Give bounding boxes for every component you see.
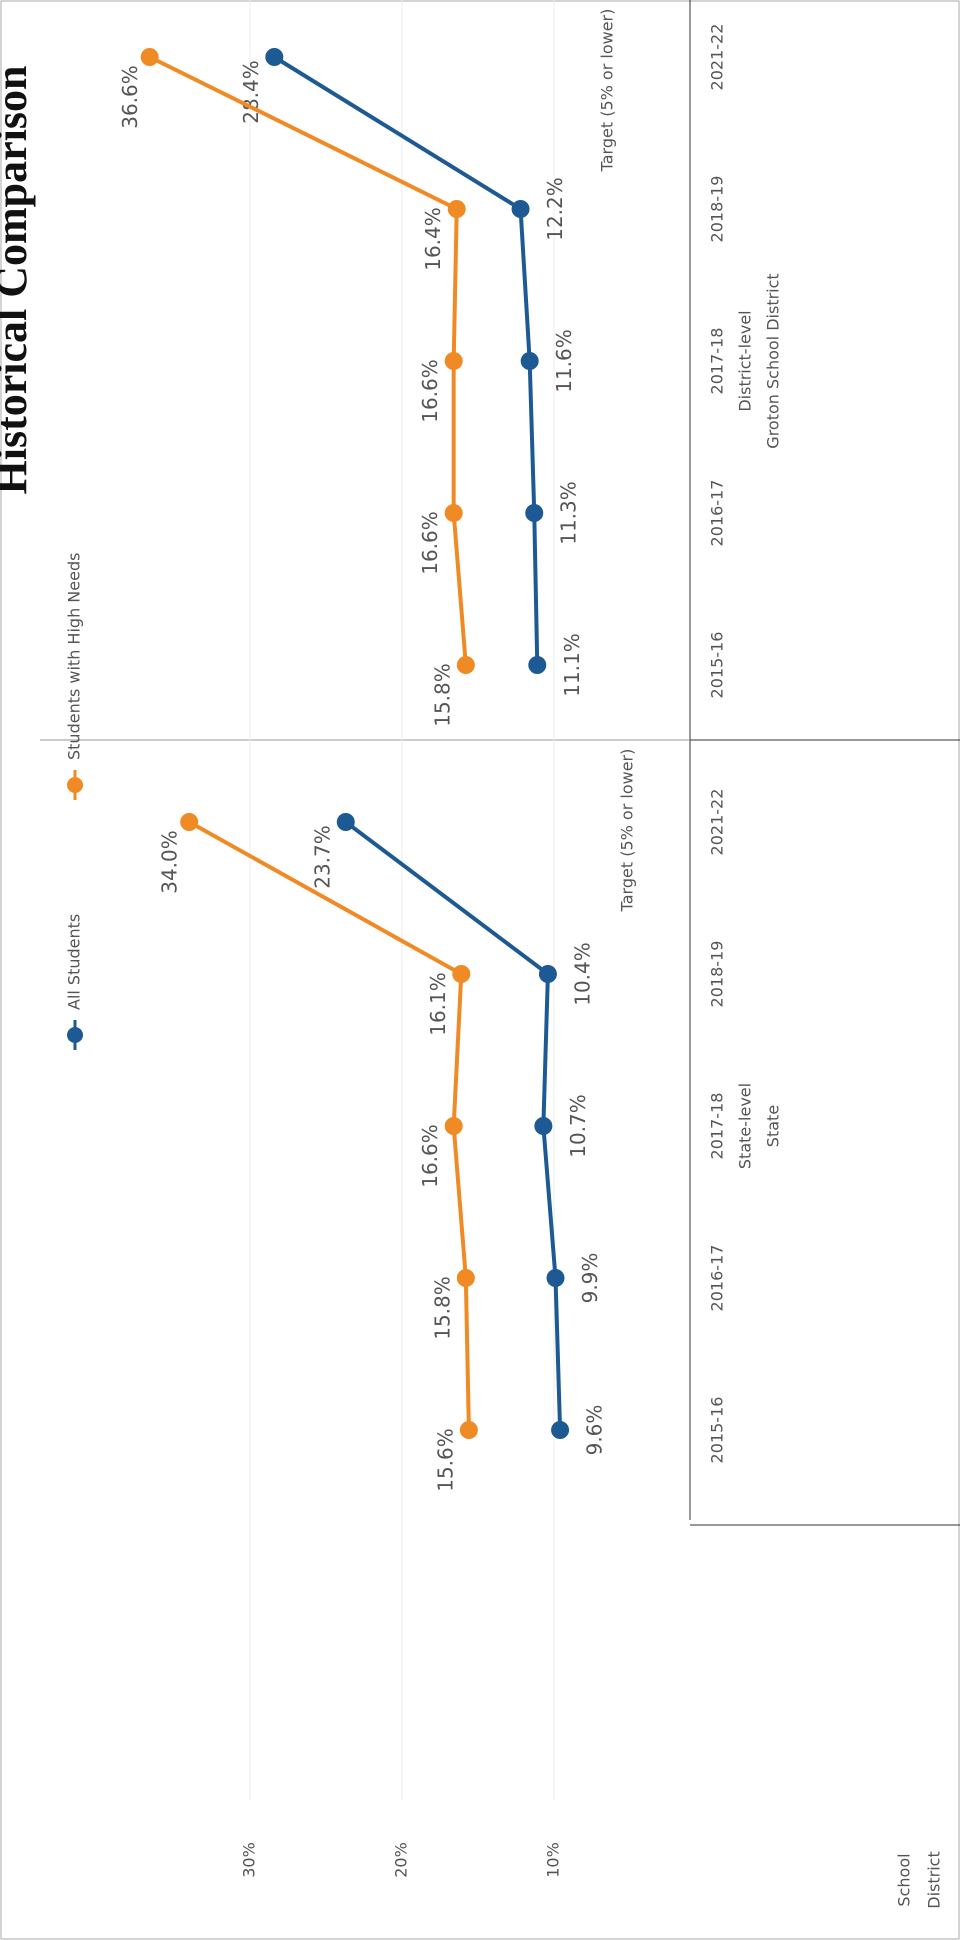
x-tick-label: 2021-22 xyxy=(708,24,727,91)
point xyxy=(551,1421,570,1439)
footer-label: School xyxy=(895,1853,914,1906)
value-label: 9.6% xyxy=(583,1405,607,1456)
point xyxy=(452,965,471,983)
value-label: 10.4% xyxy=(570,942,594,1006)
point xyxy=(444,504,463,522)
value-label: 16.6% xyxy=(418,359,442,423)
point xyxy=(528,656,547,674)
point xyxy=(534,1117,553,1135)
x-tick-label: 2018-19 xyxy=(708,941,727,1008)
x-tick-label: 2017-18 xyxy=(708,1093,727,1160)
value-label: 16.6% xyxy=(418,1124,442,1188)
value-label: 16.4% xyxy=(421,207,445,271)
x-tick-label: 2021-22 xyxy=(708,789,727,856)
value-label: 11.1% xyxy=(560,633,584,697)
value-label: 28.4% xyxy=(239,60,263,124)
legend-label: All Students xyxy=(65,914,84,1010)
point xyxy=(459,1421,478,1439)
point xyxy=(456,656,475,674)
y-tick-label: 30% xyxy=(240,1842,259,1878)
point xyxy=(265,48,284,66)
x-tick-label: 2015-16 xyxy=(708,1397,727,1464)
value-label: 15.8% xyxy=(430,663,454,727)
value-label: 23.7% xyxy=(310,825,334,889)
point xyxy=(546,1269,565,1287)
group-label: District-level xyxy=(736,310,755,411)
value-label: 11.3% xyxy=(557,481,581,545)
group-sublabel: Groton School District xyxy=(764,273,783,448)
value-label: 15.8% xyxy=(430,1276,454,1340)
value-label: 9.9% xyxy=(578,1253,602,1304)
y-tick-label: 10% xyxy=(544,1842,563,1878)
legend-marker xyxy=(67,777,83,793)
value-label: 16.6% xyxy=(418,511,442,575)
x-tick-label: 2016-17 xyxy=(708,480,727,547)
target-note: Target (5% or lower) xyxy=(598,9,617,173)
x-tick-label: 2015-16 xyxy=(708,632,727,699)
footer-label: District xyxy=(925,1851,944,1908)
value-label: 10.7% xyxy=(566,1094,590,1158)
series-line xyxy=(273,55,540,666)
value-label: 15.6% xyxy=(433,1428,457,1492)
value-label: 36.6% xyxy=(118,65,142,129)
point xyxy=(444,352,463,370)
value-label: 11.6% xyxy=(552,329,576,393)
group-label: State-level xyxy=(736,1083,755,1169)
x-tick-label: 2016-17 xyxy=(708,1245,727,1312)
target-note: Target (5% or lower) xyxy=(618,749,637,913)
point xyxy=(456,1269,475,1287)
value-label: 16.1% xyxy=(426,972,450,1036)
point xyxy=(525,504,544,522)
point xyxy=(180,813,199,831)
chart-title: Historical Comparison xyxy=(0,66,36,495)
point xyxy=(336,813,355,831)
point xyxy=(520,352,539,370)
legend-marker xyxy=(67,1027,83,1043)
point xyxy=(447,200,466,218)
value-label: 34.0% xyxy=(158,830,182,894)
value-label: 12.2% xyxy=(543,177,567,241)
y-tick-label: 20% xyxy=(392,1842,411,1878)
group-sublabel: State xyxy=(764,1105,783,1147)
point xyxy=(538,965,557,983)
point xyxy=(140,48,159,66)
legend-label: Students with High Needs xyxy=(65,553,84,760)
point xyxy=(511,200,530,218)
x-tick-label: 2018-19 xyxy=(708,176,727,243)
point xyxy=(444,1117,463,1135)
x-tick-label: 2017-18 xyxy=(708,328,727,395)
